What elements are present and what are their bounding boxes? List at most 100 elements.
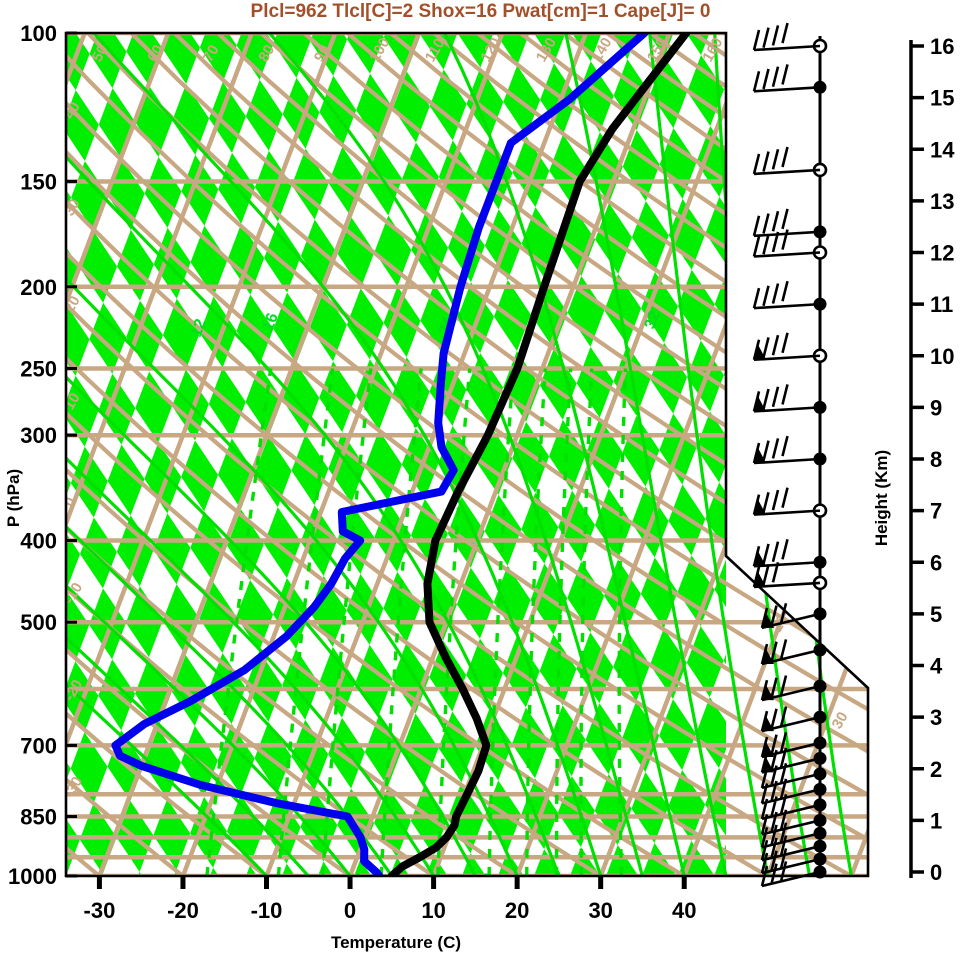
wind-barb-full-feather [771,283,780,304]
isotherm-line [180,33,505,876]
isotherm-line [97,33,421,876]
height-tick-label: 14 [930,137,955,162]
wind-barb-full-feather [762,68,770,90]
dewpoint-profile-line [111,33,649,876]
wind-barb-full-feather [762,388,770,410]
wind-barb [760,835,827,862]
wind-barb-full-feather [781,64,789,85]
pressure-tick-label: 400 [20,529,57,554]
wind-barb [760,639,827,666]
pressure-tick-label: 500 [20,610,57,635]
height-tick-label: 12 [930,241,954,266]
wind-barb-full-feather [770,708,778,730]
wind-barb-shaft [761,819,821,836]
wind-barb-pennant [762,647,774,665]
wind-barb-full-feather [770,824,778,846]
sounding-title: Plcl=962 Tlcl[C]=2 Shox=16 Pwat[cm]=1 Ca… [250,1,711,22]
wind-barb-full-feather [762,564,770,585]
moist-adiabat-line [66,33,268,876]
moist-adiabat-line [648,33,770,876]
mixing-ratio-label: 16 [260,311,282,334]
height-tick-label: 11 [930,292,953,317]
wind-barb-shaft [753,86,821,93]
temperature-tick-label: -10 [251,898,283,923]
isotherm-line [66,33,171,876]
mixing-ratio-label: 3 [352,871,371,885]
height-tick-label: 4 [930,654,943,679]
moist-adiabat-line [66,33,477,876]
wind-barb-full-feather [762,543,770,565]
wind-barb-full-feather [781,146,789,168]
dry-adiabat-line [66,33,868,876]
wind-barb-full-feather [760,865,769,887]
wind-barb-pennant [762,714,774,732]
wind-barb-full-feather [771,489,780,511]
wind-barb [752,146,828,178]
wind-barb [752,435,827,466]
wind-barb-full-feather [760,839,769,861]
wind-barb-full-feather [781,487,789,509]
wind-barb-pennant [754,569,766,587]
dry-adiabat-line [66,33,462,876]
wind-barb-full-feather [771,334,780,356]
pressure-tick-label: 150 [20,169,57,194]
pressure-tick-label: 250 [20,356,57,381]
wind-barb-full-feather [762,285,770,307]
pressure-tick-label: 700 [20,733,57,758]
isotherm-line [264,33,589,876]
wind-barb-full-feather [770,863,778,885]
wind-barb [760,809,827,836]
wind-barb-full-feather [752,236,761,257]
pressure-tick-label: 1000 [8,864,57,889]
profile-layer [111,33,691,876]
wind-barb-full-feather [770,641,778,663]
wind-barb [752,384,827,414]
wind-barb-full-feather [779,675,788,696]
wind-barb [752,64,827,94]
height-tick-label: 5 [930,602,942,627]
height-tick-label: 6 [930,550,942,575]
wind-barb-pennant [762,683,774,701]
dry-adiabat-label: 80 [255,42,278,65]
height-tick-label: 7 [930,499,942,524]
wind-barb-full-feather [770,837,778,859]
mixing-ratio-label: 12 [188,317,210,340]
wind-barb [752,539,827,569]
height-tick-label: 8 [930,447,942,472]
wind-barb-full-feather [760,826,769,848]
wind-barb [760,706,827,733]
dry-adiabat-line [66,33,868,876]
wind-barb-shaft [753,251,821,258]
dry-adiabat-label: 60 [144,42,167,65]
wind-barb-full-feather [771,541,780,562]
dry-adiabat-line [200,33,868,876]
wind-barb-full-feather [779,706,788,727]
wind-barb-full-feather [762,440,770,462]
mixing-ratio-label: 32 [642,309,664,332]
wind-barb-full-feather [762,27,770,49]
wind-barb-full-feather [771,25,780,46]
wind-barb-full-feather [771,148,780,170]
temperature-tick-label: 20 [505,898,529,923]
wind-barb-shaft [753,44,821,52]
wind-barb [752,280,827,311]
dry-adiabat-line [0,18,37,894]
pressure-tick-label: 100 [20,21,57,46]
dry-adiabat-line [66,33,868,876]
dry-adiabat-line [66,33,868,876]
dry-adiabat-line [66,33,716,876]
wind-barb-pennant [754,342,766,360]
wind-barb [760,602,827,630]
height-tick-label: 15 [930,86,954,111]
height-tick-label: 16 [930,34,954,59]
wind-barb-full-feather [762,213,770,234]
wind-barb-full-feather [762,151,770,172]
wind-barb-full-feather [752,29,761,51]
wind-barb-full-feather [770,734,778,755]
pressure-tick-label: 300 [20,423,57,448]
wind-barb-full-feather [752,215,761,237]
height-tick-label: 13 [930,189,954,214]
wind-barb-full-feather [781,280,789,302]
